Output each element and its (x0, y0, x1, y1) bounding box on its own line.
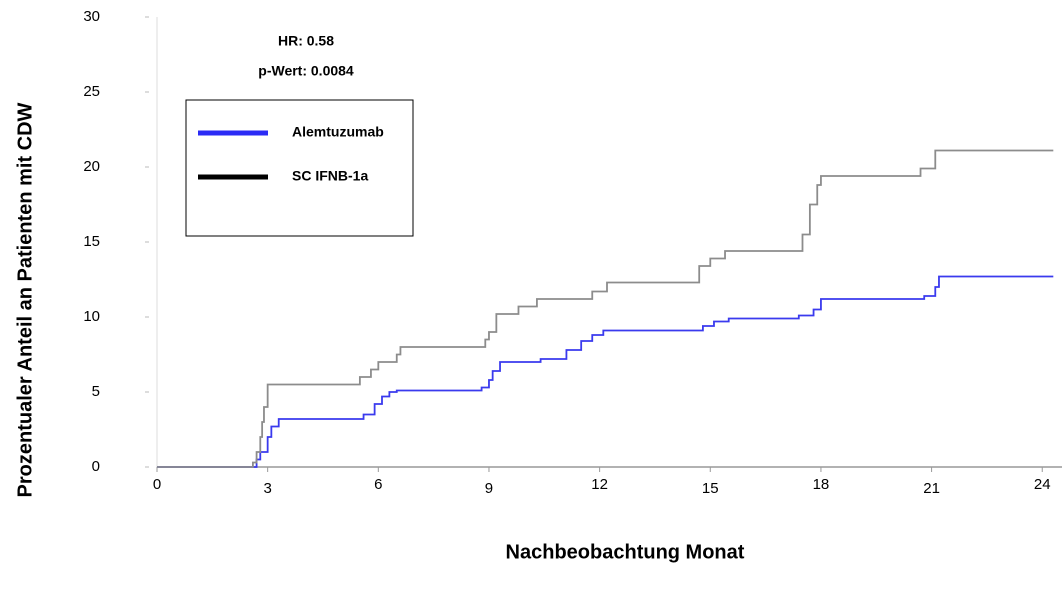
y-tick-label: 10 (83, 308, 100, 325)
x-tick-label: 21 (923, 480, 940, 497)
y-tick-label: 0 (92, 458, 100, 475)
x-tick-label: 15 (702, 480, 719, 497)
x-tick-label: 12 (591, 476, 608, 493)
y-tick-label: 20 (83, 158, 100, 175)
y-axis-label: Prozentualer Anteil an Patienten mit CDW (14, 102, 36, 497)
y-tick-label: 25 (83, 83, 100, 100)
annotation: HR: 0.58 (278, 33, 334, 49)
y-tick-label: 5 (92, 383, 100, 400)
x-tick-label: 3 (263, 480, 271, 497)
legend-label: Alemtuzumab (292, 124, 384, 140)
step-line (157, 149, 1054, 468)
x-axis-label: Nachbeobachtung Monat (506, 541, 745, 563)
legend-box (185, 99, 414, 237)
y-tick-label: 15 (83, 233, 100, 250)
x-tick-label: 24 (1034, 476, 1051, 493)
legend-label: SC IFNB-1a (292, 168, 368, 184)
annotation: p-Wert: 0.0084 (258, 63, 354, 79)
y-tick-label: 30 (83, 8, 100, 25)
step-line (157, 275, 1054, 468)
x-tick-label: 18 (813, 476, 830, 493)
x-tick-label: 9 (485, 480, 493, 497)
x-tick-label: 6 (374, 476, 382, 493)
x-tick-label: 0 (153, 476, 161, 493)
